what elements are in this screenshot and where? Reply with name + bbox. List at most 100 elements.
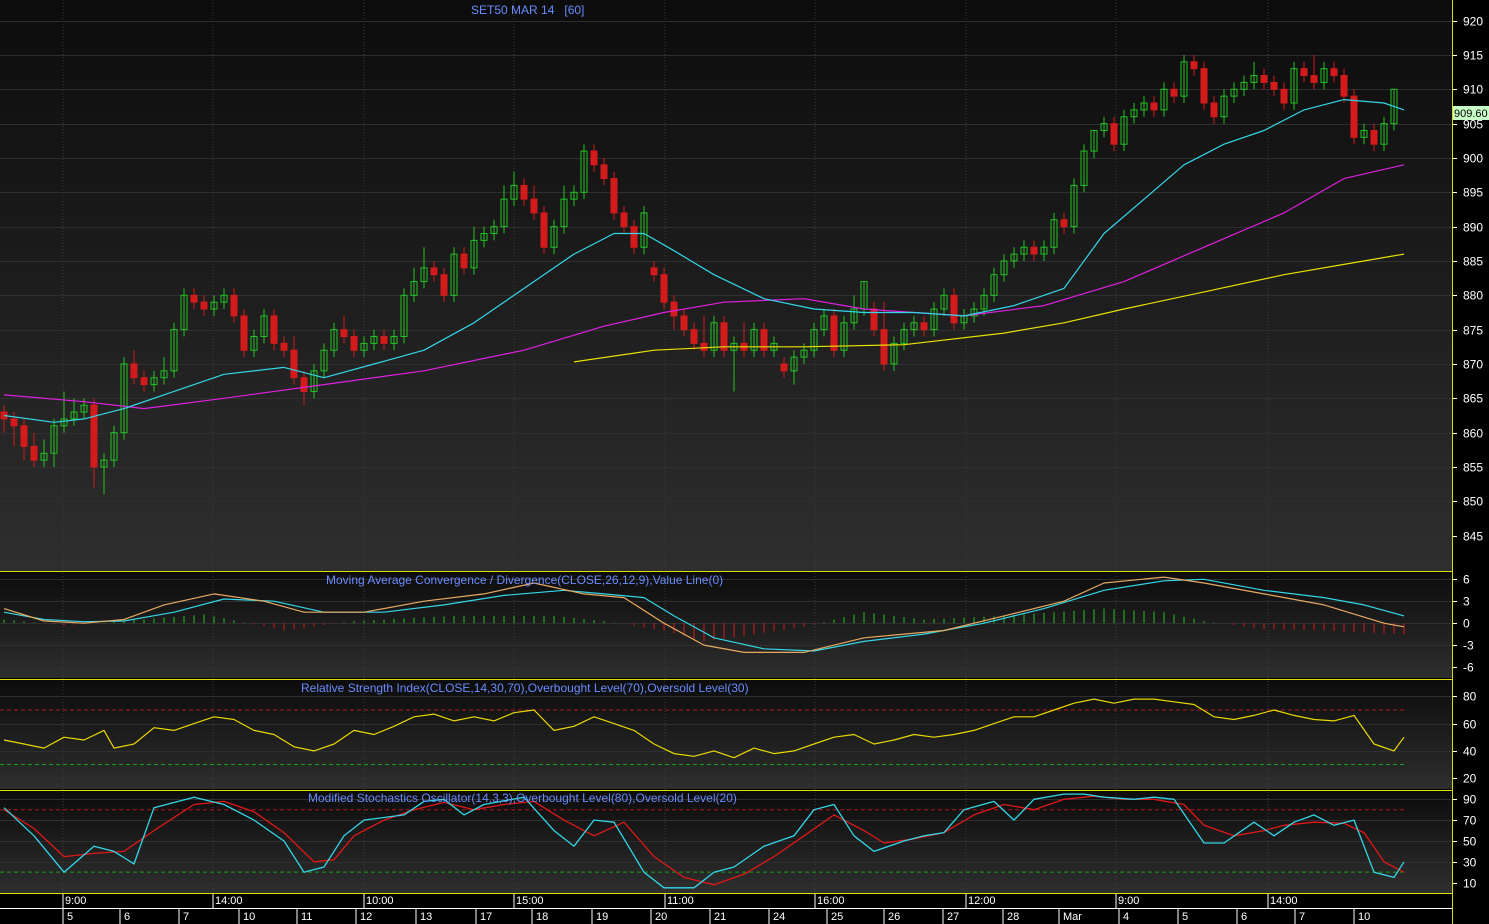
candle-down [530,198,538,214]
candle-down [1210,102,1218,118]
candle-down [880,329,888,365]
candle-down [1110,123,1118,145]
candle-up [100,459,108,468]
date-label: 19 [596,911,608,923]
candle-down [620,212,628,228]
candle-down [1150,102,1158,111]
date-label: 6 [124,911,130,923]
candle-up [490,226,498,234]
y-tick-label: 850 [1463,495,1483,509]
candle-down [430,267,438,276]
candle-up [930,308,938,331]
time-label: 9:00 [65,895,86,907]
candle-down [350,336,358,351]
candle-up [1010,253,1018,262]
y-tick-label: 890 [1463,221,1483,235]
candle-up [170,329,178,372]
candle-down [1370,129,1378,145]
candle-down [950,294,958,324]
y-tick-label: 910 [1463,83,1483,97]
candle-down [600,164,608,180]
candle-up [1120,116,1128,145]
candle-down [380,336,388,344]
candle-up [820,315,828,331]
y-tick-label: 845 [1463,530,1483,544]
candle-down [300,377,308,392]
candle-down [240,315,248,351]
candle-down [130,363,138,379]
y-tick-label: 20 [1463,772,1477,786]
candle-up [990,274,998,296]
date-label: 13 [420,911,432,923]
candle-up [310,370,318,392]
candle-up [800,349,808,358]
y-tick-label: 895 [1463,186,1483,200]
candle-down [10,418,18,427]
rsi-line [3,698,1405,759]
candle-down [660,274,668,303]
y-tick-label: 70 [1463,814,1477,828]
candle-up [1390,88,1398,125]
candle-down [20,425,28,447]
time-label: 9:00 [1118,895,1139,907]
candle-up [220,294,228,303]
time-label: 16:00 [817,895,845,907]
candle-up [1290,68,1298,104]
stoch-d-line [3,795,1405,886]
candle-up [420,267,428,283]
candle-up [1070,184,1078,228]
moving-average-slow-line [573,253,1405,363]
candle-down [920,322,928,331]
candle-down [1190,61,1198,70]
candle-up [60,418,68,427]
date-label: 6 [1241,911,1247,923]
candle-up [810,329,818,351]
y-tick-label: 865 [1463,392,1483,406]
y-tick-label: 30 [1463,856,1477,870]
candle-down [870,308,878,331]
candle-up [940,294,948,310]
candle-up [400,294,408,338]
candle-down [670,301,678,317]
candle-up [1020,246,1028,255]
candle-down [1060,219,1068,228]
candle-up [1090,129,1098,152]
date-label: 4 [1123,911,1129,923]
candle-up [360,342,368,351]
candle-up [850,308,858,324]
candle-down [700,342,708,351]
candle-up [1140,102,1148,111]
time-label: 14:00 [1270,895,1298,907]
time-label: 14:00 [215,895,243,907]
candle-down [140,377,148,386]
candle-up [890,342,898,365]
candle-up [1220,95,1228,118]
date-label: Mar [1063,911,1082,923]
candle-up [570,191,578,200]
candle-up [210,301,218,310]
date-label: 27 [947,911,959,923]
series-layer [0,54,1405,889]
candle-up [510,184,518,200]
candle-up [120,363,128,434]
candle-up [900,329,908,344]
panel-separators [0,0,1453,924]
candle-down [1030,246,1038,255]
candle-down [1170,88,1178,97]
candle-down [1260,75,1268,83]
time-label: 11:00 [667,895,694,907]
date-label: 5 [67,911,73,923]
candle-down [1340,75,1348,97]
candle-up [580,150,588,193]
candle-up [640,212,648,248]
y-tick-label: 40 [1463,745,1477,759]
date-label: 24 [773,911,785,923]
candle-up [1360,129,1368,138]
date-label: 7 [1299,911,1305,923]
date-label: 25 [831,911,843,923]
time-label: 15:00 [516,895,544,907]
candle-down [30,445,38,461]
candle-down [340,329,348,338]
date-label: 12 [360,911,372,923]
